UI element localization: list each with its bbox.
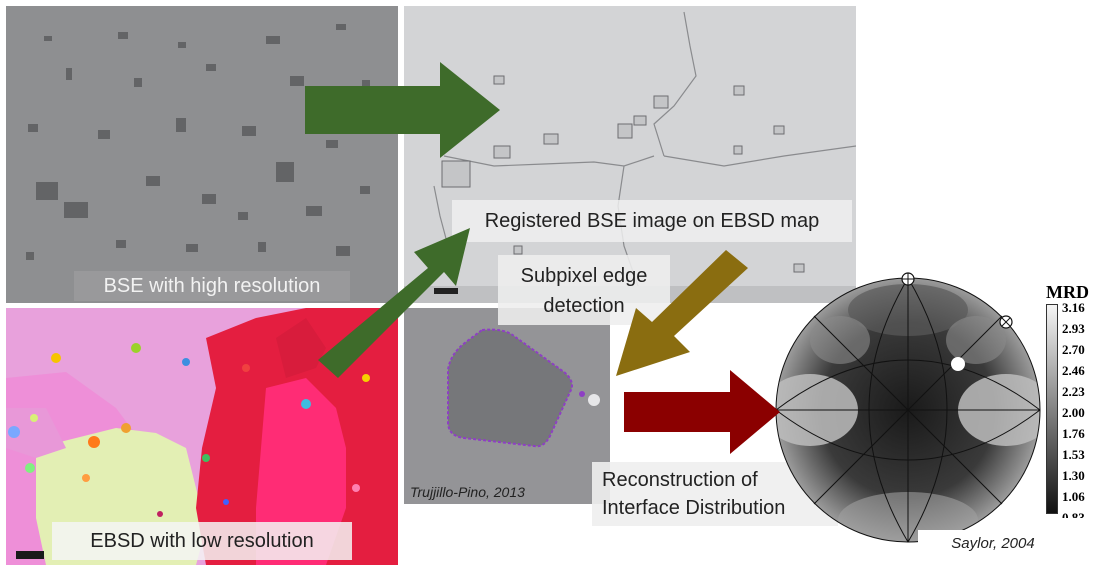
subpixel-caption-text: Subpixel edge detection bbox=[520, 265, 648, 317]
subpixel-caption: Subpixel edge detection bbox=[498, 255, 670, 325]
mrd-tick-label: 2.23 bbox=[1062, 384, 1085, 399]
registered-caption: Registered BSE image on EBSD map bbox=[452, 200, 852, 242]
red-arrow-right bbox=[624, 370, 780, 454]
mrd-tick-label: 0.83 bbox=[1062, 510, 1085, 518]
ebsd-caption: EBSD with low resolution bbox=[52, 522, 352, 560]
subpixel-edge-panel: Trujjillo-Pino, 2013 bbox=[404, 308, 610, 504]
bse-image-panel: BSE with high resolution bbox=[6, 6, 398, 303]
pole-figure bbox=[775, 272, 1041, 543]
subpixel-credit-text: Trujjillo-Pino, 2013 bbox=[410, 484, 525, 500]
mrd-colorbar-title: MRD bbox=[1046, 282, 1089, 302]
mrd-colorbar: MRD 3.16 2.93 2.70 2.46 2.23 2.00 1.76 1.53 1.30… bbox=[1040, 282, 1100, 518]
pole-figure-credit: Saylor, 2004 bbox=[918, 530, 1068, 558]
mrd-tick-label: 2.00 bbox=[1062, 405, 1085, 420]
mrd-tick-label: 2.70 bbox=[1062, 342, 1085, 357]
subpixel-credit: Trujjillo-Pino, 2013 bbox=[410, 484, 525, 500]
mrd-tick-label: 1.53 bbox=[1062, 447, 1085, 462]
bse-caption-text: BSE with high resolution bbox=[103, 275, 321, 297]
mrd-tick-label: 1.30 bbox=[1062, 468, 1085, 483]
mrd-tick-label: 2.93 bbox=[1062, 321, 1085, 336]
bse-grain-texture bbox=[6, 6, 398, 303]
ebsd-caption-text: EBSD with low resolution bbox=[90, 530, 314, 552]
mrd-tick-label: 1.06 bbox=[1062, 489, 1085, 504]
subpixel-grain-image bbox=[404, 308, 610, 504]
registered-caption-text: Registered BSE image on EBSD map bbox=[484, 210, 820, 232]
bse-caption: BSE with high resolution bbox=[74, 271, 350, 301]
reconstruction-caption-line2: Interface Distribution bbox=[602, 497, 786, 519]
pole-figure-panel bbox=[770, 270, 1050, 550]
pole-figure-grid bbox=[775, 277, 1041, 543]
pole-figure-markers bbox=[901, 272, 1013, 371]
mrd-gradient bbox=[1046, 304, 1058, 514]
mrd-tick-label: 1.76 bbox=[1062, 426, 1085, 441]
ebsd-map-panel: EBSD with low resolution bbox=[6, 308, 398, 565]
mrd-tick-label: 2.46 bbox=[1062, 363, 1085, 378]
mrd-tick-label: 3.16 bbox=[1062, 300, 1085, 315]
pole-figure-credit-text: Saylor, 2004 bbox=[951, 535, 1035, 552]
reconstruction-caption-line1: Reconstruction of bbox=[602, 469, 758, 491]
